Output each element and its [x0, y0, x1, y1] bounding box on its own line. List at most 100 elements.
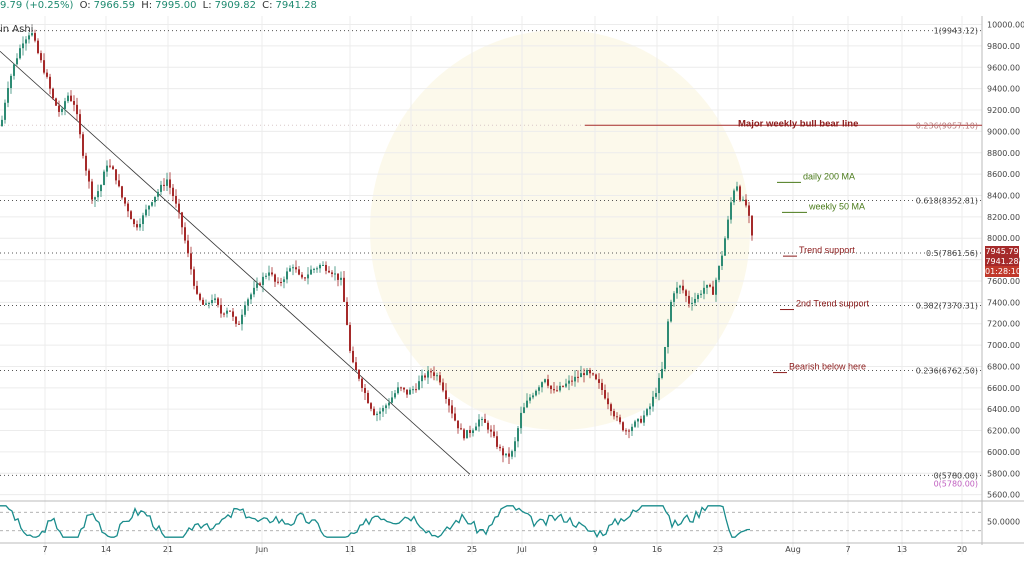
- candle-body: [265, 275, 267, 277]
- candle-body: [346, 301, 348, 325]
- candle-body: [565, 383, 567, 387]
- candle-body: [712, 286, 714, 295]
- candle-body: [211, 300, 213, 304]
- candle-body: [175, 196, 177, 204]
- candle-body: [88, 170, 90, 182]
- candle-body: [322, 264, 324, 266]
- candle-body: [262, 276, 264, 285]
- candle-body: [457, 420, 459, 429]
- candle-body: [337, 273, 339, 280]
- candle-body: [673, 293, 675, 302]
- candle-body: [205, 303, 207, 305]
- candle-body: [676, 287, 678, 294]
- candle-body: [445, 390, 447, 400]
- candle-body: [94, 197, 96, 200]
- candle-body: [682, 285, 684, 291]
- candle-body: [163, 184, 165, 186]
- candle-body: [244, 305, 246, 315]
- candle-body: [649, 406, 651, 410]
- candle-body: [538, 387, 540, 391]
- candle-body: [316, 268, 318, 270]
- candle-body: [151, 202, 153, 206]
- candle-body: [436, 375, 438, 377]
- candle-body: [307, 274, 309, 279]
- change-value: 9.79 (+0.25%): [0, 0, 74, 11]
- candle-body: [124, 197, 126, 204]
- high-value: 7995.00: [155, 0, 197, 11]
- candle-body: [424, 375, 426, 378]
- x-tick-label: 20: [957, 545, 967, 554]
- candle-body: [226, 310, 228, 314]
- candle-body: [82, 134, 84, 156]
- candle-body: [643, 415, 645, 423]
- annotation-label: 2nd Trend support: [796, 299, 870, 309]
- candle-body: [352, 350, 354, 363]
- candle-body: [442, 382, 444, 391]
- y-tick-label: 8800.00: [987, 149, 1020, 158]
- candle-body: [103, 171, 105, 186]
- candle-body: [418, 381, 420, 390]
- candle-body: [157, 191, 159, 197]
- candle-body: [724, 238, 726, 256]
- candle-body: [295, 267, 297, 270]
- candle-body: [679, 285, 681, 288]
- candle-body: [469, 430, 471, 433]
- candle-body: [220, 304, 222, 314]
- candle-body: [91, 181, 93, 200]
- fib-level-label: 0.5(7861.56): [926, 249, 978, 258]
- candle-body: [610, 404, 612, 412]
- candle-body: [484, 418, 486, 423]
- y-tick-label: 8400.00: [987, 191, 1020, 200]
- candle-body: [709, 284, 711, 287]
- candle-body: [214, 298, 216, 301]
- annotation-label: Major weekly bull bear line: [738, 118, 858, 129]
- candle-body: [694, 298, 696, 303]
- candle-body: [55, 98, 57, 106]
- candle-body: [697, 294, 699, 299]
- candle-body: [61, 108, 63, 112]
- candle-body: [286, 271, 288, 280]
- candle-body: [619, 417, 621, 423]
- candle-body: [139, 224, 141, 228]
- candle-body: [556, 390, 558, 392]
- candle-body: [187, 240, 189, 254]
- candle-body: [268, 272, 270, 276]
- candle-body: [397, 387, 399, 394]
- candle-body: [223, 313, 225, 315]
- y-tick-label: 6400.00: [987, 405, 1020, 414]
- candle-body: [85, 155, 87, 171]
- close-value: 7941.28: [275, 0, 317, 11]
- candle-body: [733, 190, 735, 203]
- y-tick-label: 7600.00: [987, 277, 1020, 286]
- candle-body: [172, 187, 174, 197]
- candle-body: [421, 375, 423, 382]
- candle-body: [532, 395, 534, 398]
- candle-body: [43, 60, 45, 73]
- candle-body: [136, 224, 138, 228]
- candle-body: [535, 390, 537, 396]
- candle-body: [406, 389, 408, 395]
- candle-body: [364, 387, 366, 393]
- candle-body: [580, 373, 582, 378]
- x-tick-label: 21: [163, 545, 173, 554]
- annotation-label: Bearish below here: [789, 362, 866, 372]
- candle-body: [448, 399, 450, 406]
- candle-body: [355, 362, 357, 370]
- watermark: [370, 30, 750, 430]
- x-tick-label: 23: [713, 545, 723, 554]
- candle-body: [376, 413, 378, 416]
- candle-body: [514, 441, 516, 452]
- y-tick-label: 5800.00: [987, 469, 1020, 478]
- candle-body: [112, 166, 114, 170]
- candle-body: [313, 268, 315, 270]
- candle-body: [517, 428, 519, 442]
- candle-body: [235, 316, 237, 324]
- candle-body: [304, 277, 306, 279]
- candle-body: [715, 279, 717, 295]
- candle-body: [592, 373, 594, 375]
- candle-body: [403, 387, 405, 390]
- candle-body: [544, 379, 546, 383]
- candle-body: [208, 303, 210, 305]
- candle-body: [553, 389, 555, 391]
